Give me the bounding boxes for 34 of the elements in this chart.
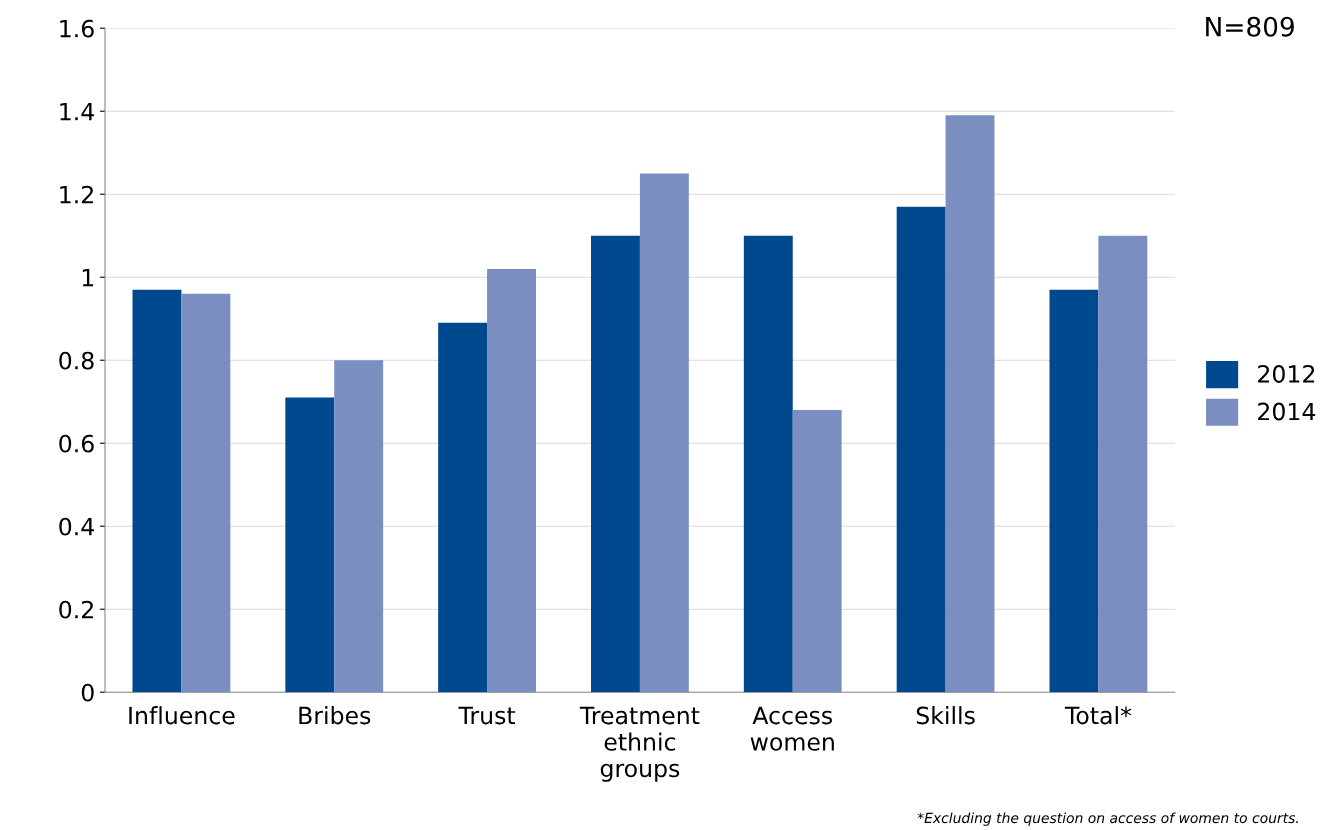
bar <box>896 206 946 693</box>
bar <box>591 235 640 693</box>
x-tick-label: Skills <box>916 706 975 725</box>
y-tick-label: 1 <box>82 268 94 287</box>
bar <box>792 410 842 693</box>
bar <box>1049 289 1099 693</box>
bar <box>1098 235 1148 693</box>
bar <box>181 293 231 693</box>
text: N=809 <box>1206 16 1294 37</box>
x-tick-label: Access women <box>750 706 834 751</box>
bar <box>132 289 182 693</box>
legend-label: 2014 <box>1258 402 1316 421</box>
bar <box>639 173 689 693</box>
y-tick-label: 0.6 <box>59 434 94 453</box>
bar <box>743 235 793 693</box>
bar <box>945 115 995 693</box>
y-tick-label: 0.2 <box>59 600 93 619</box>
y-tick-label: 0 <box>81 683 94 702</box>
bar <box>438 322 488 693</box>
y-tick-label: 1.4 <box>60 102 94 121</box>
x-tick-label: Bribes <box>299 706 371 725</box>
y-tick-label: 0.8 <box>59 351 94 370</box>
bar <box>285 397 335 693</box>
x-tick-label: Trust <box>458 706 516 725</box>
bar <box>487 268 536 693</box>
y-tick-label: 1.2 <box>60 185 93 204</box>
x-tick-label: Total* <box>1064 706 1132 725</box>
legend-label: 2012 <box>1258 365 1315 383</box>
bar <box>334 360 384 693</box>
x-tick-label: Influence <box>129 706 235 725</box>
y-tick-label: 0.4 <box>59 517 94 536</box>
text: *Excluding the question on access of women to courts. <box>917 812 1298 826</box>
y-tick-label: 1.6 <box>60 19 94 38</box>
x-tick-label: Treatment ethnic groups <box>579 706 700 782</box>
